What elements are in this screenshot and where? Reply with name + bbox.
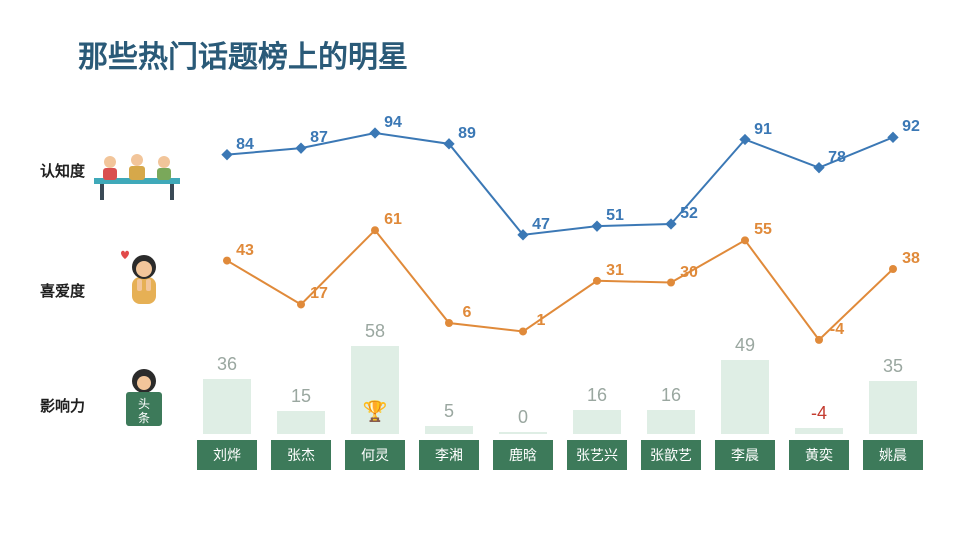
favor-marker	[889, 265, 897, 273]
influence-bar	[573, 410, 621, 434]
category-label: 张杰	[271, 440, 331, 470]
influence-bar	[499, 432, 547, 434]
category-label: 张歆艺	[641, 440, 701, 470]
cognition-value-label: 94	[384, 114, 402, 132]
favor-marker	[371, 226, 379, 234]
influence-value-label: 16	[587, 385, 607, 406]
influence-bar	[647, 410, 695, 434]
category-label: 黄奕	[789, 440, 849, 470]
cognition-marker	[887, 132, 898, 143]
page-title: 那些热门话题榜上的明星	[78, 32, 408, 76]
influence-value-label: 58	[365, 321, 385, 342]
people-table-icon	[94, 150, 180, 200]
favor-marker	[297, 300, 305, 308]
category-label: 张艺兴	[567, 440, 627, 470]
cognition-value-label: 87	[310, 129, 328, 147]
category-label: 刘烨	[197, 440, 257, 470]
favor-value-label: 30	[680, 264, 698, 282]
row-label-favor: 喜爱度	[40, 280, 85, 301]
svg-text:头: 头	[138, 397, 150, 411]
favor-value-label: 43	[236, 242, 254, 260]
favor-value-label: 31	[606, 262, 624, 280]
cognition-marker	[813, 162, 824, 173]
cognition-value-label: 52	[680, 205, 698, 223]
influence-bar	[869, 381, 917, 434]
favor-value-label: 61	[384, 211, 402, 229]
favor-marker	[667, 279, 675, 287]
category-label: 李湘	[419, 440, 479, 470]
cognition-marker	[369, 127, 380, 138]
category-label: 姚晨	[863, 440, 923, 470]
cognition-marker	[295, 143, 306, 154]
influence-value-label: -4	[811, 403, 827, 424]
favor-marker	[223, 257, 231, 265]
influence-bar	[203, 379, 251, 434]
influence-bar	[425, 426, 473, 434]
cognition-value-label: 51	[606, 207, 624, 225]
chart-area: 36刘烨15张杰58🏆何灵5李湘0鹿晗16张艺兴16张歆艺49李晨-4黄奕35姚…	[190, 120, 930, 470]
favor-marker	[445, 319, 453, 327]
cognition-value-label: 78	[828, 149, 846, 167]
influence-value-label: 5	[444, 401, 454, 422]
row-label-cognition: 认知度	[40, 160, 85, 181]
reading-news-icon: 头 条	[120, 368, 168, 426]
cognition-value-label: 47	[532, 216, 550, 234]
favor-marker	[519, 327, 527, 335]
favor-marker	[815, 336, 823, 344]
favor-value-label: 6	[463, 304, 472, 322]
influence-value-label: 49	[735, 335, 755, 356]
favor-marker	[593, 277, 601, 285]
category-label: 李晨	[715, 440, 775, 470]
favor-value-label: 17	[310, 285, 328, 303]
trophy-icon: 🏆	[363, 399, 388, 424]
favor-value-label: 38	[902, 250, 920, 268]
cognition-value-label: 89	[458, 125, 476, 143]
influence-value-label: 36	[217, 354, 237, 375]
cognition-value-label: 91	[754, 121, 772, 139]
influence-value-label: 16	[661, 385, 681, 406]
influence-bar	[795, 428, 843, 434]
influence-bar	[277, 411, 325, 434]
favor-value-label: -4	[830, 321, 844, 339]
svg-text:条: 条	[138, 411, 150, 425]
row-label-influence: 影响力	[40, 395, 85, 416]
influence-value-label: 0	[518, 407, 528, 428]
girl-heart-icon	[118, 249, 164, 304]
influence-value-label: 15	[291, 386, 311, 407]
cognition-value-label: 84	[236, 136, 254, 154]
cognition-marker	[221, 149, 232, 160]
influence-value-label: 35	[883, 356, 903, 377]
category-label: 鹿晗	[493, 440, 553, 470]
favor-value-label: 55	[754, 221, 772, 239]
cognition-marker	[591, 221, 602, 232]
cognition-value-label: 92	[902, 118, 920, 136]
category-label: 何灵	[345, 440, 405, 470]
favor-marker	[741, 236, 749, 244]
influence-bar	[721, 360, 769, 434]
favor-value-label: 1	[537, 312, 546, 330]
cognition-line	[227, 133, 893, 235]
